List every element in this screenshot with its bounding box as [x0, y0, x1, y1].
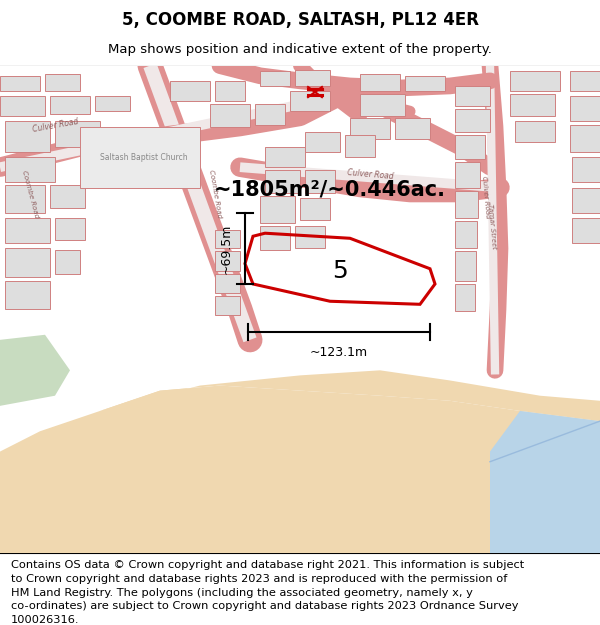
Polygon shape: [215, 81, 245, 101]
Polygon shape: [295, 69, 330, 86]
Polygon shape: [5, 281, 50, 309]
Text: Coombe Road: Coombe Road: [21, 170, 39, 219]
Polygon shape: [395, 119, 430, 139]
Polygon shape: [55, 121, 100, 147]
Polygon shape: [360, 94, 405, 116]
Text: ~69.5m: ~69.5m: [220, 223, 233, 274]
Polygon shape: [95, 96, 130, 111]
Polygon shape: [215, 296, 240, 316]
Polygon shape: [455, 109, 490, 132]
Polygon shape: [0, 335, 70, 406]
Polygon shape: [210, 104, 250, 126]
Polygon shape: [215, 274, 240, 293]
Polygon shape: [170, 81, 210, 101]
Text: Coombe Road: Coombe Road: [208, 169, 222, 219]
Polygon shape: [0, 386, 600, 553]
Polygon shape: [455, 251, 476, 281]
Polygon shape: [5, 121, 50, 152]
Polygon shape: [490, 411, 600, 553]
Polygon shape: [305, 170, 335, 192]
Text: 5: 5: [332, 259, 348, 282]
Text: Culver Road: Culver Road: [346, 168, 394, 181]
Polygon shape: [510, 94, 555, 116]
Text: ~123.1m: ~123.1m: [310, 346, 368, 359]
Polygon shape: [405, 76, 445, 91]
Polygon shape: [570, 96, 600, 121]
Polygon shape: [5, 218, 50, 243]
Polygon shape: [260, 226, 290, 251]
Polygon shape: [455, 221, 477, 248]
Polygon shape: [570, 71, 600, 91]
Polygon shape: [5, 157, 55, 182]
Polygon shape: [515, 121, 555, 142]
Polygon shape: [5, 186, 45, 213]
Text: Saltash Baptist Church: Saltash Baptist Church: [100, 152, 188, 161]
Polygon shape: [510, 71, 560, 91]
Polygon shape: [572, 157, 600, 182]
Text: Contains OS data © Crown copyright and database right 2021. This information is : Contains OS data © Crown copyright and d…: [11, 560, 524, 625]
Polygon shape: [455, 191, 478, 218]
Polygon shape: [290, 91, 330, 111]
Polygon shape: [265, 147, 305, 167]
Polygon shape: [265, 170, 300, 192]
Polygon shape: [295, 226, 325, 248]
Polygon shape: [260, 196, 295, 223]
Polygon shape: [572, 188, 600, 213]
Polygon shape: [455, 162, 480, 188]
Polygon shape: [300, 198, 330, 220]
Polygon shape: [50, 96, 90, 114]
Text: Culver Road: Culver Road: [481, 176, 491, 219]
Text: 5, COOMBE ROAD, SALTASH, PL12 4ER: 5, COOMBE ROAD, SALTASH, PL12 4ER: [121, 11, 479, 29]
Polygon shape: [570, 124, 600, 152]
Polygon shape: [215, 251, 240, 271]
Polygon shape: [455, 284, 475, 311]
Polygon shape: [360, 74, 400, 91]
Polygon shape: [350, 119, 390, 139]
Polygon shape: [5, 248, 50, 277]
Polygon shape: [345, 134, 375, 157]
Polygon shape: [572, 218, 600, 243]
Polygon shape: [260, 71, 290, 86]
Text: Culver Road: Culver Road: [31, 117, 79, 134]
Polygon shape: [455, 86, 490, 106]
Polygon shape: [55, 218, 85, 240]
Polygon shape: [455, 134, 485, 159]
Polygon shape: [0, 96, 45, 116]
Polygon shape: [55, 251, 80, 274]
Text: ~1805m²/~0.446ac.: ~1805m²/~0.446ac.: [214, 179, 446, 199]
Text: Tamar Street: Tamar Street: [487, 204, 497, 249]
Polygon shape: [215, 230, 240, 248]
Polygon shape: [50, 186, 85, 208]
Polygon shape: [305, 132, 340, 152]
Polygon shape: [0, 76, 40, 91]
Polygon shape: [80, 126, 200, 188]
Polygon shape: [255, 104, 285, 124]
Polygon shape: [45, 74, 80, 91]
Polygon shape: [100, 370, 600, 421]
Text: Map shows position and indicative extent of the property.: Map shows position and indicative extent…: [108, 42, 492, 56]
